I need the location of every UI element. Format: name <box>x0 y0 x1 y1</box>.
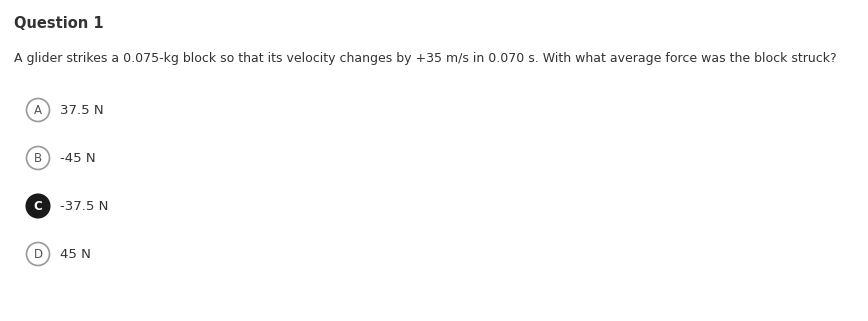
Text: -37.5 N: -37.5 N <box>60 199 108 213</box>
Text: 37.5 N: 37.5 N <box>60 103 103 117</box>
Text: C: C <box>34 199 43 213</box>
Text: A: A <box>34 103 42 117</box>
Circle shape <box>27 99 49 122</box>
Circle shape <box>27 242 49 265</box>
Text: Question 1: Question 1 <box>14 16 103 31</box>
Text: -45 N: -45 N <box>60 152 95 164</box>
Text: B: B <box>34 152 42 164</box>
Text: 45 N: 45 N <box>60 247 90 261</box>
Text: D: D <box>34 247 43 261</box>
Text: A glider strikes a 0.075-kg block so that its velocity changes by +35 m/s in 0.0: A glider strikes a 0.075-kg block so tha… <box>14 52 837 65</box>
Circle shape <box>27 195 49 218</box>
Circle shape <box>27 146 49 169</box>
